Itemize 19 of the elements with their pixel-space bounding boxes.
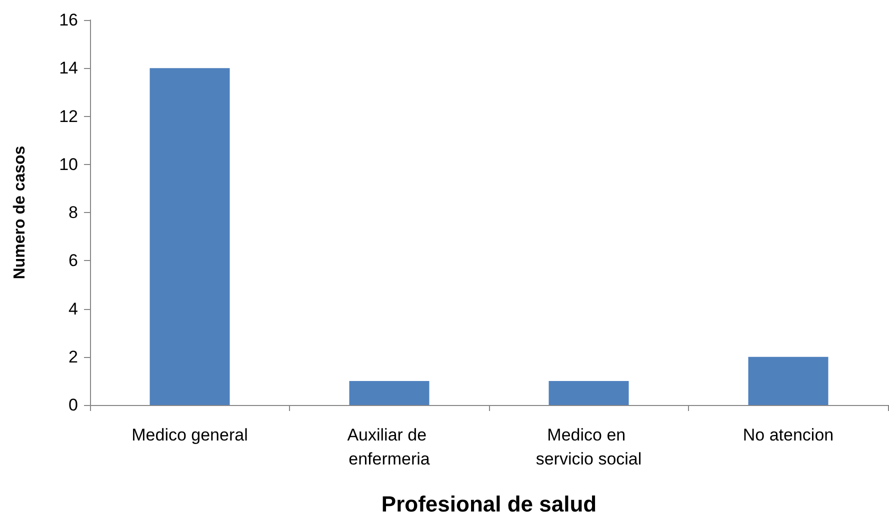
y-tick-label: 4 xyxy=(68,299,78,318)
x-tick-label: No atencion xyxy=(742,426,834,444)
bar xyxy=(150,68,230,405)
x-tick-label: Medico en servicio social xyxy=(536,426,642,468)
y-tick-label: 0 xyxy=(68,396,78,414)
bar xyxy=(748,356,828,405)
y-tick-label: 16 xyxy=(59,10,78,30)
x-tick-label: Auxiliar de enfermeria xyxy=(347,426,432,468)
x-axis-title: Profesional de salud xyxy=(381,492,597,516)
y-tick-label: 6 xyxy=(68,251,78,270)
y-tick-label: 12 xyxy=(59,106,78,126)
x-tick-label: Medico general xyxy=(132,426,248,444)
bar xyxy=(548,380,629,405)
bar xyxy=(349,380,430,405)
y-tick-label: 2 xyxy=(68,347,78,366)
y-tick-label: 8 xyxy=(68,203,78,222)
y-tick-label: 10 xyxy=(59,154,78,174)
y-tick-label: 14 xyxy=(59,58,78,78)
y-axis-title: Numero de casos xyxy=(12,146,28,280)
